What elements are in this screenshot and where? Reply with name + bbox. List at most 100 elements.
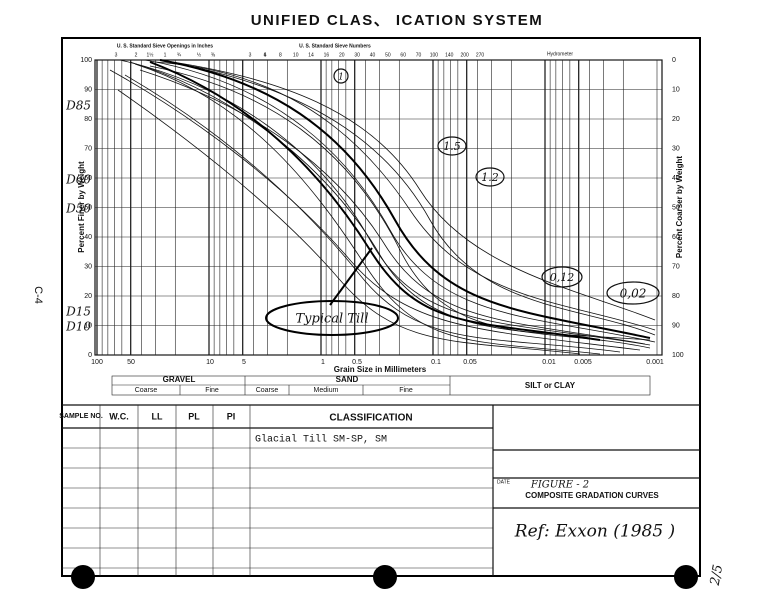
band-label: Fine: [399, 387, 413, 394]
right-tick-label: 80: [672, 293, 680, 300]
punch-hole: [71, 565, 95, 589]
curve-label: 1: [338, 73, 344, 83]
bottom-tick-label: 0.001: [646, 359, 664, 366]
sieve-opening: ⅜: [211, 52, 216, 58]
left-tick-label: 30: [84, 263, 92, 270]
sieve-number: 70: [416, 52, 422, 58]
left-tick-label: 0: [88, 352, 92, 359]
bottom-tick-label: 5: [242, 359, 246, 366]
sieve-opening: 1½: [147, 51, 155, 58]
curve-label: 0,02: [620, 287, 647, 301]
sieve-number: 10: [293, 52, 299, 58]
curve-label: 1.5: [443, 140, 461, 153]
bottom-tick-label: 0.01: [542, 359, 556, 366]
sieve-number: 30: [354, 52, 360, 58]
band-label: GRAVEL: [163, 375, 196, 384]
top-axis-label: Hydrometer: [547, 51, 573, 57]
d10: D10: [65, 320, 91, 334]
table-lines: [62, 404, 700, 576]
sieve-opening: 1: [164, 52, 167, 58]
bottom-tick-label: 0.005: [574, 359, 592, 366]
table-header: W.C.: [109, 411, 129, 421]
right-tick-label: 20: [672, 116, 680, 123]
bottom-tick-label: 1: [321, 359, 325, 366]
table-header: SAMPLE NO.: [59, 413, 103, 420]
left-tick-label: 60: [84, 175, 92, 182]
bottom-tick-label: 0.05: [463, 359, 477, 366]
right-tick-label: 100: [672, 352, 684, 359]
figure-caption: COMPOSITE GRADATION CURVES: [525, 491, 659, 500]
punch-hole: [373, 565, 397, 589]
sieve-number: 200: [460, 52, 469, 58]
curve-label: 1.2: [481, 171, 499, 184]
reference: Ref: Exxon (1985 ): [514, 522, 675, 542]
right-tick-label: 30: [672, 145, 680, 152]
left-tick-label: 40: [84, 234, 92, 241]
curve-label: 0,12: [550, 271, 575, 284]
sieve-opening: ½: [197, 51, 202, 58]
right-axis-label: Percent Coarser by Weight: [675, 156, 684, 258]
bottom-tick-label: 50: [127, 359, 135, 366]
bottom-axis-label: Grain Size in Millimeters: [334, 365, 427, 374]
sieve-number: 16: [324, 52, 330, 58]
table-header: LL: [152, 411, 163, 421]
band-label: SILT or CLAY: [525, 381, 576, 390]
band-label: Medium: [314, 387, 339, 394]
d50: D50: [65, 202, 91, 216]
grid: [95, 59, 662, 356]
side-label: C-4: [32, 286, 44, 304]
gradation-curves: [109, 59, 660, 355]
left-tick-label: 80: [84, 116, 92, 123]
sieve-number: 8: [279, 52, 282, 58]
figure-number: FIGURE - 2: [530, 480, 589, 491]
sieve-number: 20: [339, 52, 345, 58]
bottom-tick-label: 10: [206, 359, 214, 366]
bottom-tick-label: 0.5: [352, 359, 362, 366]
axes: 1009080706050403020100010203040506070809…: [77, 43, 684, 374]
d85: D85: [65, 99, 91, 113]
left-axis-label: Percent Finer by Weight: [77, 161, 86, 253]
left-tick-label: 50: [84, 204, 92, 211]
right-tick-label: 70: [672, 263, 680, 270]
bottom-tick-label: 0.1: [431, 359, 441, 366]
table-header: PI: [227, 411, 236, 421]
band-label: Coarse: [256, 387, 279, 394]
sieve-opening: ¾: [177, 52, 182, 58]
title: UNIFIED CLAS、 ICATION SYSTEM: [251, 12, 544, 29]
right-tick-label: 0: [672, 57, 676, 64]
table-rows: [62, 447, 493, 569]
right-tick-label: 60: [672, 234, 680, 241]
right-tick-label: 90: [672, 322, 680, 329]
left-tick-label: 90: [84, 86, 92, 93]
page-label: 2/5: [708, 563, 727, 587]
table-header: CLASSIFICATION: [329, 413, 412, 424]
sieve-number: 40: [370, 52, 376, 58]
d60: D60: [65, 173, 91, 187]
sieve-opening: 3: [115, 52, 118, 58]
top-axis-label: U. S. Standard Sieve Openings in Inches: [117, 43, 213, 49]
sieve-number: 50: [385, 52, 391, 58]
left-tick-label: 100: [80, 57, 92, 64]
sieve-number: 6: [264, 52, 267, 58]
table-header: PL: [188, 411, 200, 421]
typical-till: Typical Till: [296, 312, 369, 327]
sieve-number: 140: [445, 52, 454, 58]
d15: D15: [65, 305, 91, 319]
sieve-opening: 3: [249, 52, 252, 58]
left-tick-label: 70: [84, 145, 92, 152]
right-tick-label: 40: [672, 175, 680, 182]
band-label: SAND: [336, 375, 359, 384]
left-tick-label: 20: [84, 293, 92, 300]
bottom-tick-label: 100: [91, 359, 103, 366]
sieve-number: 270: [476, 52, 485, 58]
right-tick-label: 10: [672, 86, 680, 93]
band-label: Coarse: [135, 387, 158, 394]
sieve-number: 100: [430, 52, 439, 58]
table-cell: Glacial Till SM-SP, SM: [255, 434, 387, 446]
sieve-number: 60: [400, 52, 406, 58]
punch-hole: [674, 565, 698, 589]
sieve-opening: 2: [135, 52, 138, 58]
sieve-opening: 4: [264, 52, 267, 58]
sieve-number: 14: [308, 52, 314, 58]
